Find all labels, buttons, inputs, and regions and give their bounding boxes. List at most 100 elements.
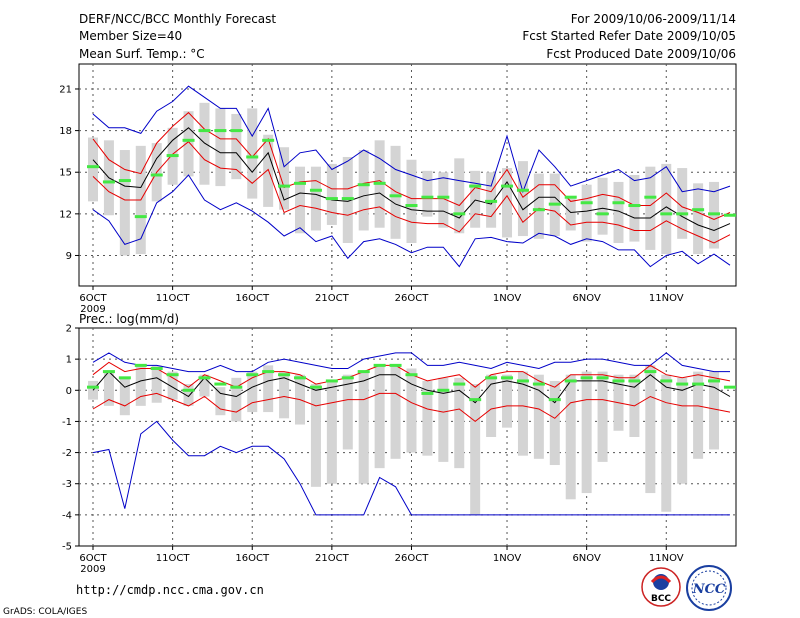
temp-observation-mark: [118, 179, 131, 183]
temp-spread-bar: [199, 102, 210, 185]
prec-y-tick-label: -5: [62, 542, 72, 553]
temp-spread-bar: [454, 158, 465, 234]
prec-observation-mark: [660, 379, 673, 383]
prec-y-tick-label: -2: [62, 448, 72, 459]
prec-spread-bar: [374, 365, 385, 469]
prec-spread-bar: [151, 365, 162, 403]
prec-y-tick-label: 2: [66, 324, 72, 335]
temp-observation-mark: [357, 183, 370, 187]
temp-observation-mark: [102, 180, 115, 184]
prec-y-tick-label: 1: [66, 355, 72, 366]
prec-spread-bar: [199, 374, 210, 397]
temp-spread-bar: [581, 184, 592, 242]
prec-spread-bar: [135, 365, 146, 406]
header-variable: Mean Surf. Temp.: °C: [79, 47, 205, 61]
precip-panel-title: Prec.: log(mm/d): [79, 312, 179, 326]
prec-x-tick-label: 26OCT: [395, 553, 430, 564]
temp-year-label: 2009: [80, 304, 105, 315]
temp-spread-bar: [390, 145, 401, 239]
temp-observation-mark: [437, 195, 450, 199]
prec-spread-bar: [581, 371, 592, 494]
prec-observation-mark: [469, 398, 482, 402]
bcc-logo-text: BCC: [651, 594, 671, 604]
prec-observation-mark: [485, 376, 498, 380]
prec-spread-bar: [422, 380, 433, 456]
prec-spread-bar: [693, 371, 704, 459]
temp-observation-mark: [676, 212, 689, 216]
temp-spread-bar: [613, 181, 624, 243]
temp-x-tick-label: 11NOV: [649, 293, 684, 304]
temp-observation-mark: [628, 204, 641, 208]
prec-observation-mark: [723, 385, 736, 389]
prec-spread-bar: [438, 377, 449, 462]
temp-spread-bar: [597, 177, 608, 235]
header-member-size: Member Size=40: [79, 29, 182, 43]
ncc-logo-text: NCC: [692, 582, 726, 597]
temp-spread-bar: [406, 159, 417, 243]
temp-y-tick-label: 12: [59, 209, 72, 220]
prec-observation-mark: [278, 373, 291, 377]
prec-observation-mark: [676, 382, 689, 386]
temp-observation-mark: [692, 208, 705, 212]
prec-observation-mark: [644, 370, 657, 374]
prec-spread-bar: [533, 374, 544, 459]
prec-spread-bar: [231, 377, 242, 422]
temp-observation-mark: [516, 188, 529, 192]
temp-spread-bar: [517, 161, 528, 237]
temp-ensemble-mean-line: [92, 127, 731, 232]
ncc-logo: NCC: [686, 565, 732, 611]
prec-spread-bar: [183, 384, 194, 406]
prec-spread-bar: [470, 384, 481, 515]
prec-x-tick-label: 16OCT: [235, 553, 270, 564]
prec-observation-mark: [389, 363, 402, 367]
temp-observation-mark: [150, 173, 163, 177]
temp-observation-mark: [325, 197, 338, 201]
prec-observation-mark: [214, 382, 227, 386]
prec-observation-mark: [421, 391, 434, 395]
prec-spread-bar: [661, 374, 672, 512]
temp-observation-mark: [134, 215, 147, 219]
prec-spread-bar: [677, 377, 688, 484]
temp-spread-bar: [629, 175, 640, 242]
temp-spread-bar: [279, 147, 290, 210]
temp-observation-mark: [564, 195, 577, 199]
bcc-logo: BCC: [641, 567, 681, 607]
temp-observation-mark: [501, 184, 514, 188]
temp-lower-band-line: [92, 141, 731, 244]
prec-y-tick-label: -1: [62, 417, 72, 428]
prec-observation-mark: [198, 376, 211, 380]
prec-member-max-line: [92, 352, 730, 373]
temp-spread-bar: [326, 163, 337, 225]
prec-ensemble-mean-line: [92, 370, 731, 404]
prec-spread-bar: [247, 371, 258, 413]
temp-x-tick-label: 6NOV: [572, 293, 601, 304]
temp-y-tick-label: 21: [59, 84, 72, 95]
prec-observation-mark: [262, 370, 275, 374]
prec-x-tick-label: 21OCT: [315, 553, 350, 564]
temp-observation-mark: [341, 197, 354, 201]
temp-spread-bar: [693, 183, 704, 255]
temp-spread-bar: [310, 166, 321, 231]
temp-x-tick-label: 11OCT: [156, 293, 191, 304]
temp-observation-mark: [548, 202, 561, 206]
temp-observation-mark: [262, 138, 275, 142]
prec-observation-mark: [708, 379, 721, 383]
prec-member-min-line: [92, 420, 730, 516]
prec-spread-bar: [565, 374, 576, 500]
temp-observation-mark: [182, 138, 195, 142]
temp-observation-mark: [294, 181, 307, 185]
temp-x-tick-label: 1NOV: [493, 293, 522, 304]
temp-spread-bar: [502, 168, 513, 238]
prec-observation-mark: [341, 376, 354, 380]
prec-observation-mark: [118, 376, 131, 380]
prec-observation-mark: [102, 370, 115, 374]
prec-spread-bar: [390, 365, 401, 459]
temp-observation-mark: [246, 155, 259, 159]
temp-observation-mark: [405, 204, 418, 208]
temp-observation-mark: [230, 129, 243, 133]
temp-spread-bar: [183, 111, 194, 177]
temp-observation-mark: [453, 212, 466, 216]
